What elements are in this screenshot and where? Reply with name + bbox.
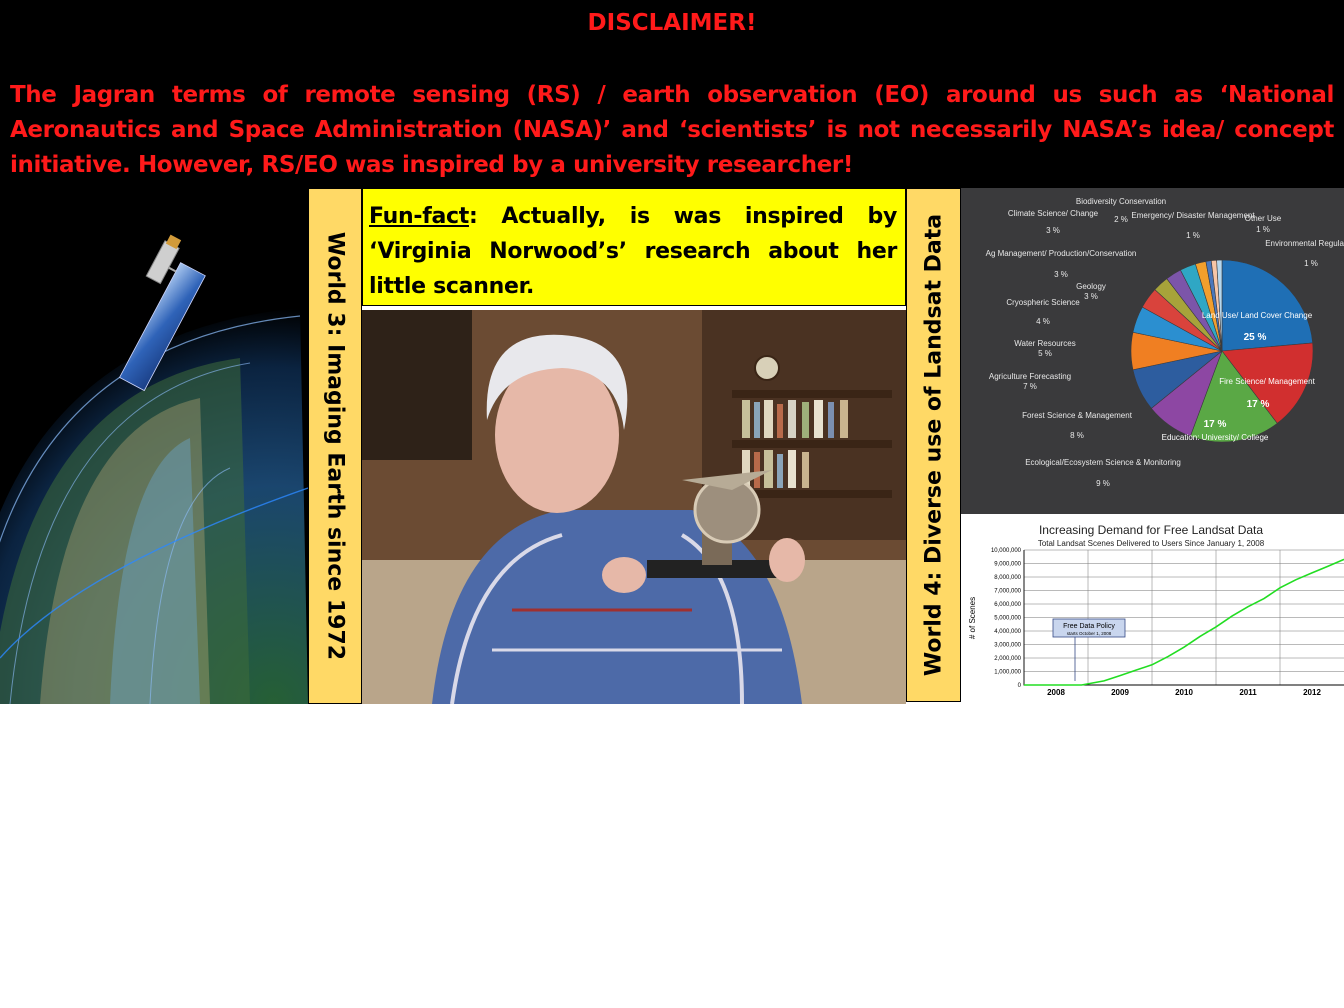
pie-value-label: 17 % [1247, 399, 1270, 410]
pie-value-label: 7 % [1023, 382, 1037, 391]
y-tick-label: 2,000,000 [994, 656, 1021, 662]
pie-label: Biodiversity Conservation [1076, 197, 1166, 206]
pie-slice [1221, 259, 1313, 352]
world3-label: World 3: Imaging Earth since 1972 [322, 231, 348, 661]
landsat-usage-panel: Climate Science/ Change 3 % Biodiversity… [961, 188, 1344, 704]
landsat-demand-line-chart: 0 1,000,000 2,000,000 3,000,000 4,000,000 5,0… [991, 548, 1344, 697]
scenes-delivered-line [1024, 558, 1344, 686]
pie-label: Agriculture Forecasting [989, 372, 1071, 381]
y-tick-label: 10,000,000 [991, 548, 1022, 554]
disclaimer-title: DISCLAIMER! [587, 10, 757, 36]
pie-value-label: 3 % [1084, 292, 1098, 301]
annotation-title: Free Data Policy [1063, 623, 1115, 630]
pie-slice [1189, 350, 1278, 443]
pie-label: Climate Science/ Change [1008, 209, 1099, 218]
pie-value-label: 3 % [1046, 226, 1060, 235]
world4-label: World 4: Diverse use of Landsat Data [921, 213, 946, 677]
free-data-policy-annotation: Free Data Policy starts October 1, 2008 [1052, 618, 1126, 681]
y-tick-label: 0 [1018, 683, 1022, 689]
y-tick-label: 7,000,000 [994, 589, 1021, 595]
pie-value-label: 3 % [1054, 270, 1068, 279]
fun-fact-body: : Actually, is was inspired by ‘Virginia… [369, 204, 897, 299]
pie-label: Water Resources [1014, 339, 1076, 348]
satellite-earth-illustration [0, 188, 308, 704]
pie-slice [1216, 259, 1223, 352]
y-tick-label: 4,000,000 [994, 629, 1021, 635]
pie-label: Ag Management/ Production/Conservation [986, 249, 1137, 258]
fun-fact-text: Fun-fact: Actually, is was inspired by ‘… [369, 199, 897, 304]
pie-value-label: 25 % [1244, 332, 1267, 343]
virginia-norwood-photo [362, 310, 906, 704]
pie-label: Fire Science/ Management [1219, 377, 1315, 386]
pie-label: Geology [1076, 282, 1106, 291]
pie-value-label: 1 % [1186, 231, 1200, 240]
pie-label: Other Use [1245, 214, 1282, 223]
x-tick-label: 2009 [1111, 688, 1129, 697]
satellite-earth-image [0, 188, 308, 704]
pie-value-label: 1 % [1304, 259, 1318, 268]
disclaimer-text: The Jagran terms of remote sensing (RS) … [10, 82, 1334, 178]
pie-label: Education: University/ College [1162, 433, 1269, 442]
y-tick-label: 5,000,000 [994, 616, 1021, 622]
pie-inner-labels: Land Use/ Land Cover Change 25 % Fire Sc… [1162, 311, 1316, 442]
disclaimer-panel: DISCLAIMER! The Jagran terms of remote s… [0, 0, 1344, 188]
x-tick-label: 2010 [1175, 688, 1193, 697]
world3-label-box: World 3: Imaging Earth since 1972 [308, 188, 362, 704]
y-tick-label: 6,000,000 [994, 602, 1021, 608]
fun-fact-label: Fun-fact [369, 204, 469, 229]
pie-value-label: 2 % [1114, 215, 1128, 224]
x-tick-label: 2012 [1303, 688, 1321, 697]
pie-label: Forest Science & Management [1022, 411, 1133, 420]
pie-value-label: 9 % [1096, 479, 1110, 488]
landsat-use-pie-chart [1130, 259, 1314, 443]
pie-label: Emergency/ Disaster Management [1131, 211, 1255, 220]
annotation-subtitle: starts October 1, 2008 [1067, 631, 1112, 636]
line-chart-title: Increasing Demand for Free Landsat Data [1039, 523, 1263, 537]
y-tick-label: 9,000,000 [994, 562, 1021, 568]
world4-label-box: World 4: Diverse use of Landsat Data [906, 188, 961, 702]
pie-value-label: 1 % [1256, 225, 1270, 234]
pie-label: Environmental Regulation [1265, 239, 1344, 248]
x-tick-label: 2011 [1239, 688, 1257, 697]
pie-label: Cryospheric Science [1006, 298, 1080, 307]
pie-slice [1221, 342, 1314, 424]
fun-fact-box: Fun-fact: Actually, is was inspired by ‘… [362, 188, 906, 306]
pie-value-label: 8 % [1070, 431, 1084, 440]
line-chart-ylabel: # of Scenes [968, 597, 977, 639]
y-tick-label: 3,000,000 [994, 643, 1021, 649]
x-tick-label: 2008 [1047, 688, 1065, 697]
landsat-charts-svg: Climate Science/ Change 3 % Biodiversity… [961, 197, 1344, 704]
pie-value-label: 4 % [1036, 317, 1050, 326]
pie-label: Ecological/Ecosystem Science & Monitorin… [1025, 458, 1181, 467]
annotation-box [1052, 618, 1126, 638]
line-chart-subtitle: Total Landsat Scenes Delivered to Users … [1038, 539, 1265, 548]
pie-outer-labels: Climate Science/ Change 3 % Biodiversity… [986, 197, 1344, 488]
y-tick-label: 8,000,000 [994, 575, 1021, 581]
pie-label: Land Use/ Land Cover Change [1202, 311, 1313, 320]
pie-value-label: 5 % [1038, 349, 1052, 358]
norwood-photo-illustration [362, 310, 906, 704]
pie-value-label: 17 % [1204, 419, 1227, 430]
y-tick-label: 1,000,000 [994, 670, 1021, 676]
